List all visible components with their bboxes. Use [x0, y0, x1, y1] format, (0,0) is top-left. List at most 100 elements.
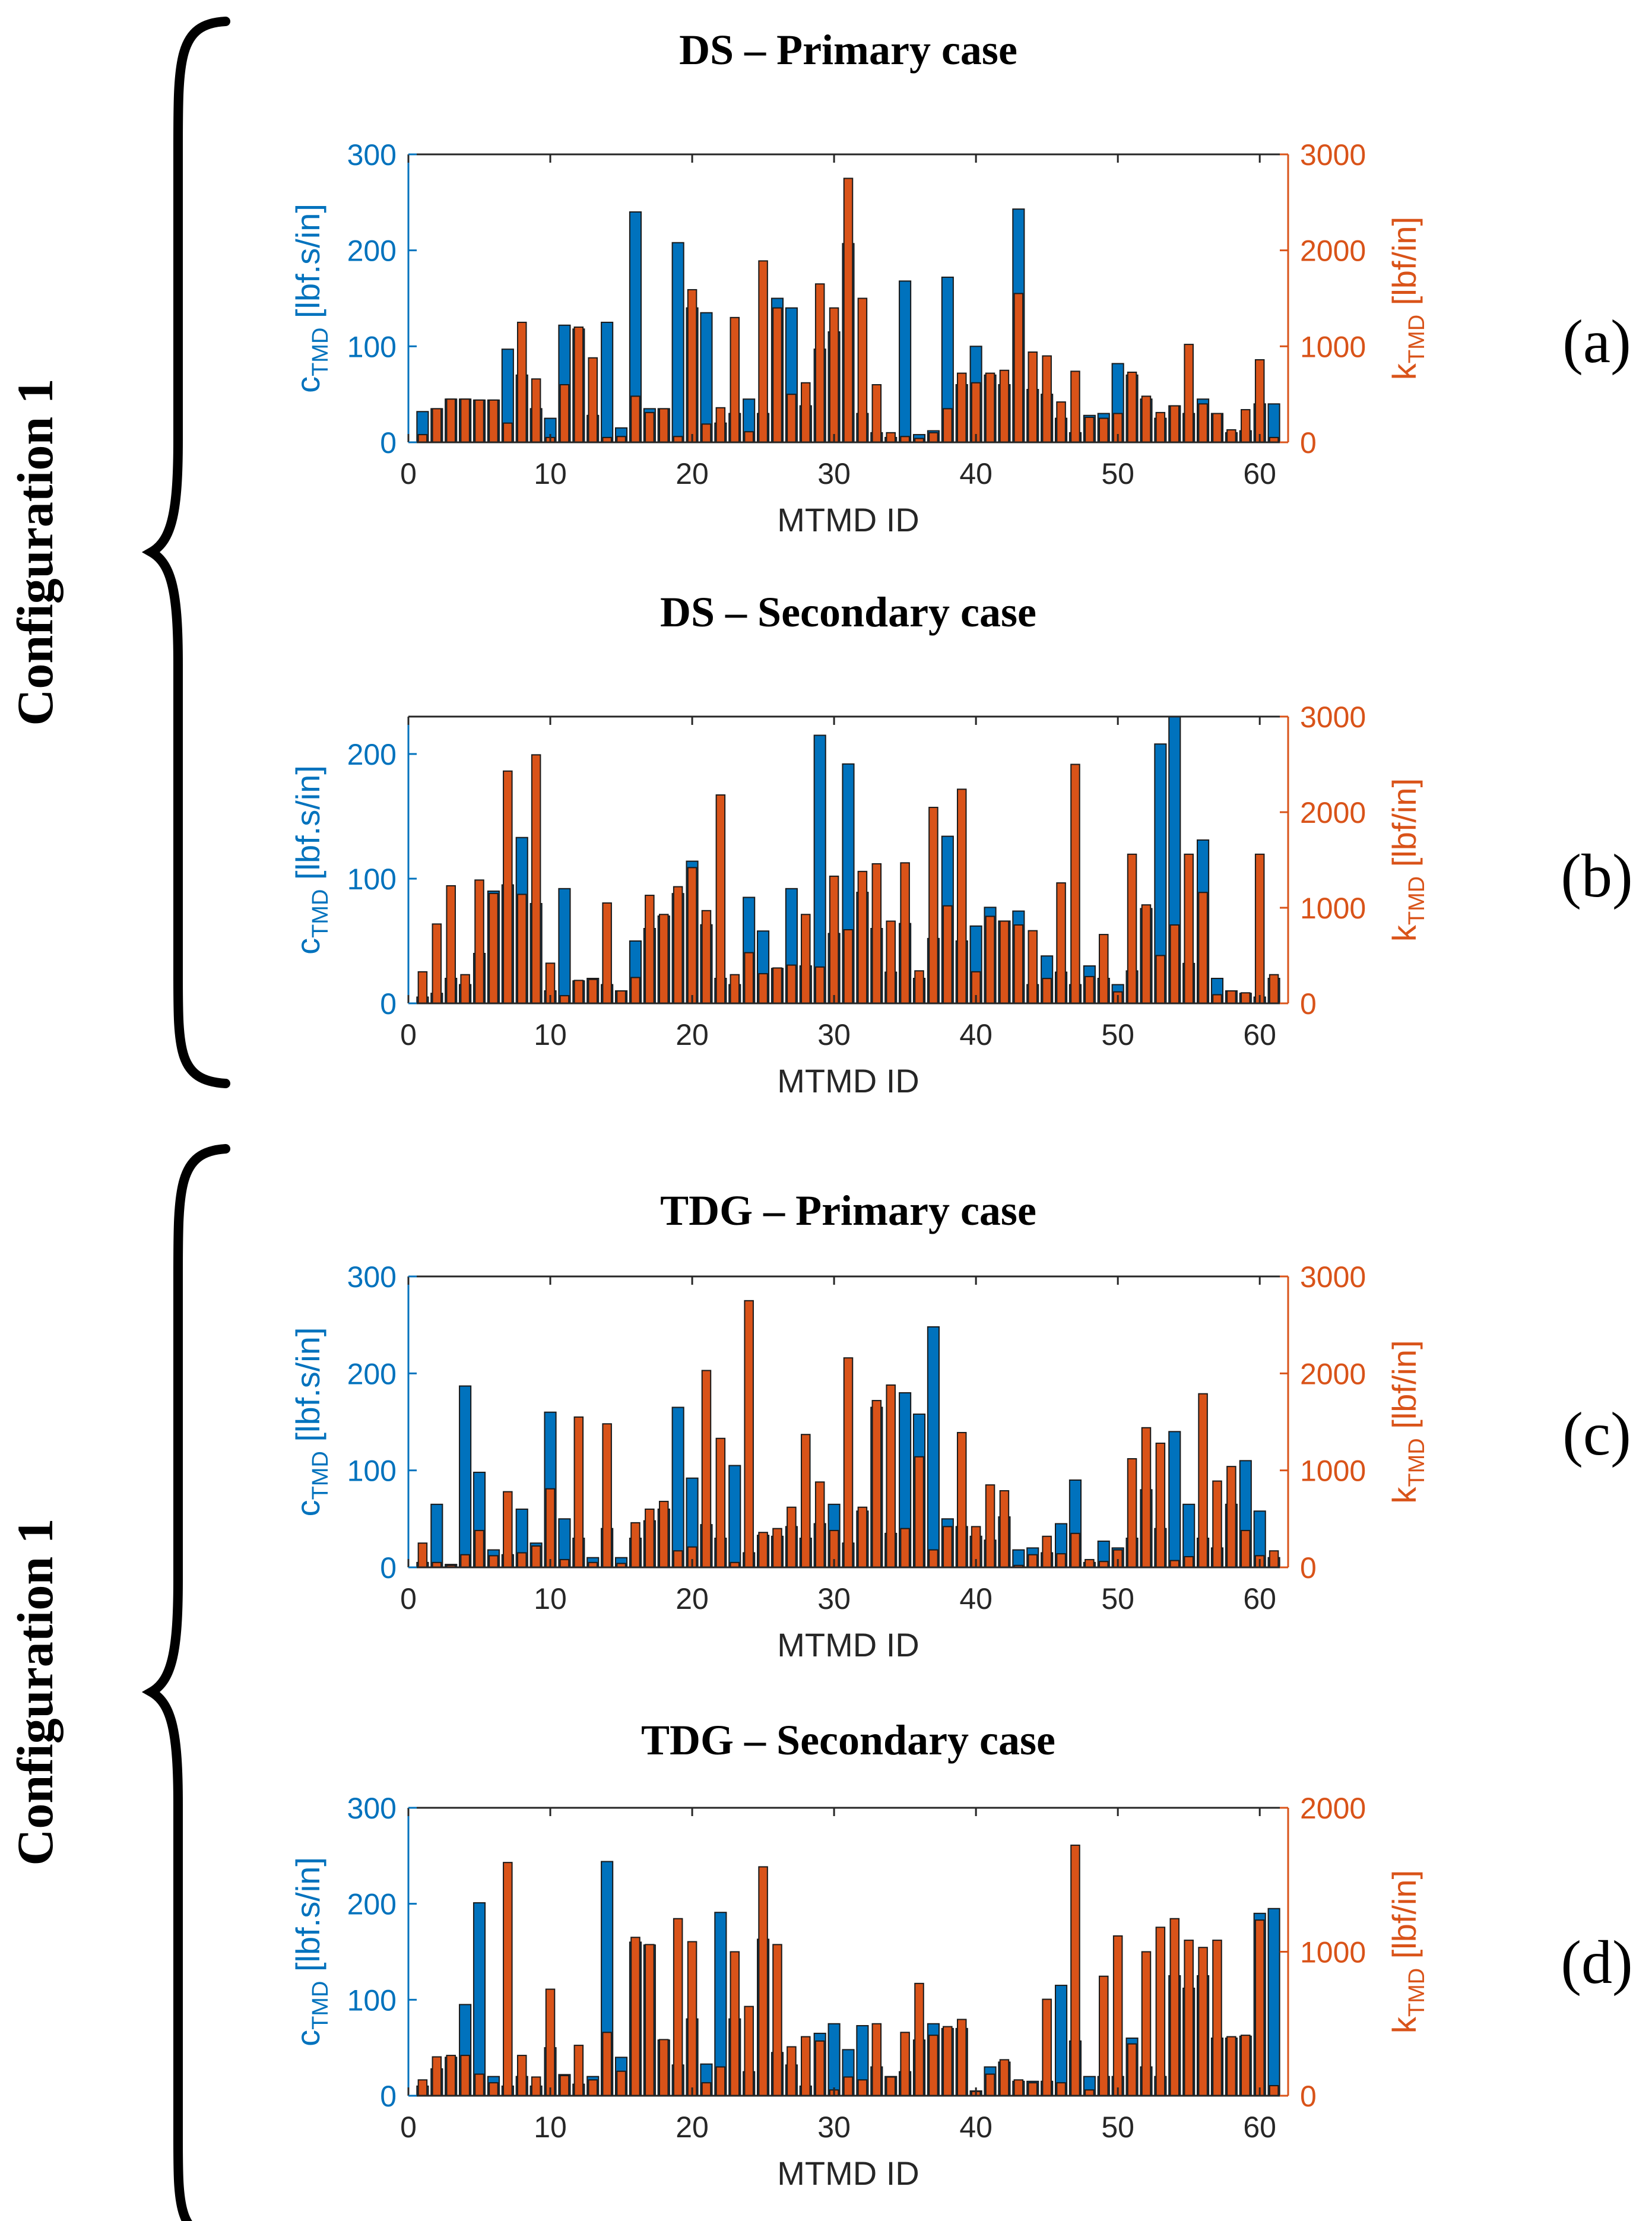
k-bar — [814, 283, 825, 443]
k-bar — [772, 307, 782, 443]
k-bar — [715, 794, 726, 1005]
y-left-label-main: c — [289, 1500, 326, 1516]
y-left-label-sub: TMD — [308, 328, 333, 376]
c-bar — [1267, 1908, 1280, 2096]
c-bar — [927, 1326, 940, 1569]
k-bar — [559, 384, 570, 443]
k-bar — [871, 863, 882, 1004]
k-bar — [559, 1558, 570, 1569]
k-bar — [1042, 1535, 1052, 1569]
k-bar — [985, 372, 995, 443]
x-tick-label: 20 — [676, 2111, 709, 2144]
k-bar — [971, 382, 981, 443]
panel-4: TDG – Secondary case (d) 0 10 20 30 40 50 60 MTMD… — [289, 1716, 1633, 2192]
k-bar — [1141, 904, 1152, 1005]
y-left-tick-label: 200 — [347, 235, 397, 268]
k-bar — [772, 1944, 782, 2096]
k-bar — [658, 914, 669, 1005]
y-left-label-main: c — [289, 938, 326, 955]
k-bar — [1169, 924, 1180, 1004]
x-tick-label: 50 — [1101, 457, 1134, 490]
k-bar — [460, 2055, 470, 2097]
k-bar — [758, 973, 768, 1004]
x-tick-label: 30 — [817, 1582, 851, 1615]
panel-label: (c) — [1562, 1400, 1631, 1468]
k-bar — [1056, 882, 1066, 1005]
k-bar — [943, 2026, 953, 2097]
x-tick-label: 20 — [676, 1582, 709, 1615]
k-bar — [985, 2073, 995, 2096]
x-tick-label: 20 — [676, 1018, 709, 1051]
c-bar — [813, 734, 826, 1004]
x-tick-label: 40 — [959, 457, 993, 490]
k-bar — [588, 2079, 598, 2096]
k-bar — [1254, 1919, 1265, 2096]
k-bar — [1028, 2082, 1038, 2097]
k-bar — [489, 2082, 499, 2097]
k-bar — [1169, 1560, 1180, 1568]
k-bar — [1042, 355, 1052, 443]
k-bar — [701, 910, 712, 1004]
k-bar — [886, 432, 896, 443]
k-bar — [715, 1437, 726, 1568]
k-bar — [588, 357, 598, 443]
k-bar — [871, 1400, 882, 1568]
y-left-tick-label: 100 — [347, 1984, 397, 2017]
k-bar — [928, 806, 938, 1004]
k-bar — [1198, 892, 1208, 1004]
panel-label: (b) — [1561, 842, 1632, 910]
k-bar — [516, 894, 527, 1004]
k-bar — [673, 886, 683, 1004]
k-bar — [559, 995, 570, 1004]
k-bar — [701, 1370, 712, 1569]
c-bar — [430, 1503, 443, 1568]
k-bar — [772, 1528, 782, 1569]
y-left-tick-label: 200 — [347, 738, 397, 771]
x-axis-label: MTMD ID — [777, 2155, 919, 2192]
k-bar — [758, 260, 768, 443]
bars — [416, 178, 1280, 443]
k-bar — [1226, 990, 1236, 1004]
k-bar — [432, 2056, 442, 2096]
k-bar — [1112, 1935, 1123, 2096]
k-bar — [1098, 1975, 1109, 2097]
k-bar — [730, 974, 740, 1004]
y-left-tick-label: 300 — [347, 1792, 397, 1825]
chart-title: TDG – Secondary case — [641, 1716, 1055, 1764]
config-label-bottom: Configuration 1 — [7, 1518, 64, 1865]
c-bar — [459, 1385, 472, 1568]
x-tick-label: 40 — [959, 1582, 993, 1615]
k-bar — [531, 378, 541, 443]
k-bar — [417, 1542, 428, 1569]
k-bar — [460, 1554, 470, 1568]
x-tick-label: 60 — [1243, 2111, 1276, 2144]
y-right-tick-label: 3000 — [1300, 1260, 1366, 1294]
k-bar — [928, 2035, 938, 2096]
k-bar — [857, 1506, 868, 1569]
k-bar — [503, 1862, 513, 2096]
x-tick-label: 10 — [534, 2111, 567, 2144]
k-bar — [744, 952, 754, 1005]
k-bar — [616, 2070, 626, 2096]
k-bar — [772, 967, 782, 1005]
k-bar — [516, 2055, 527, 2097]
k-bar — [432, 408, 442, 443]
y-left-tick-label: 300 — [347, 1260, 397, 1294]
c-bar — [671, 1406, 684, 1568]
y-right-tick-label: 2000 — [1300, 235, 1366, 268]
k-bar — [1013, 293, 1024, 443]
k-bar — [843, 929, 854, 1005]
k-bar — [1056, 2082, 1066, 2097]
k-bar — [630, 395, 640, 443]
k-bar — [900, 862, 910, 1004]
k-bar — [474, 2073, 484, 2096]
k-bar — [985, 1484, 995, 1569]
panel-label: (d) — [1561, 1928, 1632, 1997]
k-bar — [1169, 405, 1180, 443]
y-left-label-sub: TMD — [308, 889, 333, 938]
k-bar — [1184, 344, 1194, 443]
k-bar — [658, 1500, 669, 1569]
c-bar — [1168, 1431, 1181, 1568]
k-bar — [1042, 978, 1052, 1005]
x-tick-label: 30 — [817, 457, 851, 490]
